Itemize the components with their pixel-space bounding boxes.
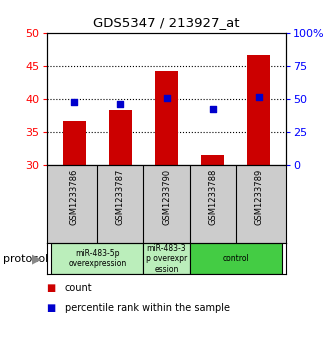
Bar [155,71,178,165]
Bar [109,110,132,165]
Text: miR-483-5p
overexpression: miR-483-5p overexpression [68,249,127,268]
Text: GDS5347 / 213927_at: GDS5347 / 213927_at [93,16,240,29]
Bar [247,54,270,165]
Text: protocol: protocol [3,254,49,264]
Point [72,99,77,105]
Point [164,95,169,101]
Bar [144,243,189,274]
Text: miR-483-3
p overexpr
ession: miR-483-3 p overexpr ession [146,244,187,274]
Bar [189,243,282,274]
Bar [63,121,86,165]
Point [118,101,123,107]
Bar [201,155,224,165]
Point [256,94,261,100]
Text: GSM1233786: GSM1233786 [70,169,79,225]
Text: GSM1233790: GSM1233790 [162,169,171,225]
Text: count: count [65,283,93,293]
Text: ■: ■ [47,303,56,313]
Text: GSM1233789: GSM1233789 [254,169,263,225]
Point [210,106,215,112]
Text: percentile rank within the sample: percentile rank within the sample [65,303,230,313]
Text: GSM1233787: GSM1233787 [116,169,125,225]
Text: ■: ■ [47,283,56,293]
Bar [51,243,144,274]
Text: GSM1233788: GSM1233788 [208,169,217,225]
Text: control: control [222,254,249,263]
Text: ▶: ▶ [32,252,41,265]
